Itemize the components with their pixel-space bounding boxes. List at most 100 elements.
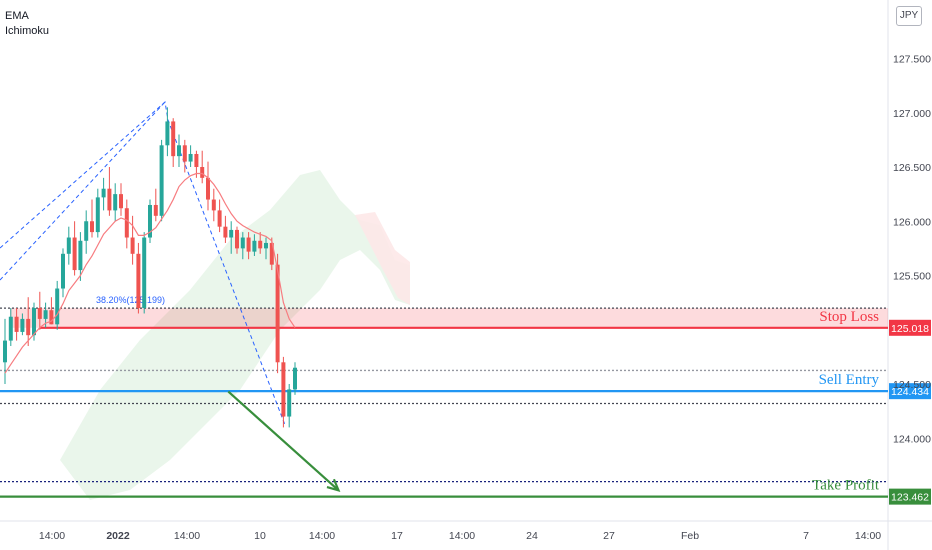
price-tick: 127.500 (893, 54, 931, 66)
level-price-tag (889, 319, 931, 336)
price-tick: 124.000 (893, 433, 931, 445)
candle-body (258, 240, 263, 249)
candle-body (293, 367, 297, 390)
candle-body (171, 121, 176, 157)
candle-body (206, 177, 210, 200)
level-price-tag (889, 383, 931, 400)
cloud-green (60, 170, 410, 500)
candle-body (113, 194, 118, 211)
stop-loss-zone-rect (10, 308, 888, 328)
candle-body (269, 242, 274, 265)
candle-body (188, 153, 193, 162)
level-name: Stop Loss (819, 309, 879, 325)
level-price-text: 123.462 (891, 492, 929, 504)
indicator-ichimoku[interactable]: Ichimoku (5, 25, 50, 37)
candle-body (264, 242, 268, 249)
candle-body (37, 308, 42, 319)
candle-body (107, 188, 112, 211)
candle-body (124, 208, 129, 238)
fib-label: 38.20%(125.199) (96, 295, 165, 305)
time-tick: 17 (391, 530, 403, 542)
time-tick: 27 (603, 530, 615, 542)
candle-body (20, 318, 25, 332)
currency-button[interactable]: JPY (896, 6, 922, 26)
candle-body (281, 362, 286, 417)
time-tick: 14:00 (39, 530, 65, 542)
price-tick: 124.500 (893, 379, 931, 391)
candle-body (66, 237, 71, 254)
candle-body (130, 237, 135, 254)
candle-body (55, 288, 60, 325)
candle-body (61, 253, 65, 289)
candle-body (287, 389, 292, 417)
candle-body (14, 316, 19, 332)
candle-body (49, 310, 54, 325)
time-tick: 24 (526, 530, 538, 542)
candle-body (32, 308, 36, 336)
level-price-text: 124.434 (891, 386, 929, 398)
time-tick: 7 (803, 530, 809, 542)
candle-body (78, 240, 83, 271)
candle-body (84, 221, 89, 241)
fib-swing-line (0, 101, 286, 426)
projection-line (227, 390, 340, 492)
time-tick: Feb (681, 530, 699, 542)
cloud-red (355, 212, 410, 305)
candle-body (8, 316, 13, 341)
level-price-tag (889, 488, 931, 505)
time-tick: 14:00 (449, 530, 475, 542)
stop-loss-zone (10, 308, 888, 328)
candle-body (153, 204, 158, 216)
candle-body (43, 310, 48, 319)
candle-body (148, 204, 152, 238)
candle-body (159, 145, 164, 216)
candle-body (235, 229, 239, 249)
candle-body (223, 226, 228, 238)
level-name: Sell Entry (819, 372, 880, 388)
projection-arrow (227, 390, 341, 493)
candle-body (26, 318, 31, 336)
ema-polyline (4, 172, 296, 374)
candle-body (101, 188, 106, 198)
candle-body (211, 199, 216, 211)
time-tick: 10 (254, 530, 266, 542)
price-tick: 125.500 (893, 271, 931, 283)
candle-body (240, 237, 245, 249)
level-price-text: 125.018 (891, 323, 929, 335)
candle-body (200, 167, 205, 178)
ema-line (4, 172, 296, 374)
price-tick: 126.500 (893, 162, 931, 174)
candle-body (119, 194, 123, 209)
price-axis: 127.500 127.000 126.500 126.000 125.500 124.5… (893, 54, 931, 446)
projection-arrowhead (326, 478, 341, 493)
price-tick: 127.000 (893, 108, 931, 120)
candle-body (182, 145, 187, 162)
time-tick: 14:00 (174, 530, 200, 542)
level-name: Take Profit (812, 478, 880, 494)
trade-levels (0, 326, 888, 498)
dotted-levels (0, 307, 888, 483)
candle-body (275, 264, 280, 363)
candle-body (246, 237, 251, 252)
fibonacci-lines: 38.20%(125.199) (0, 101, 286, 426)
fib-swing-line (0, 101, 166, 281)
candle-body (252, 240, 257, 252)
ichimoku-cloud (60, 170, 410, 500)
candle-body (3, 340, 7, 363)
time-tick: 2022 (106, 530, 130, 542)
time-tick: 14:00 (309, 530, 335, 542)
candle-body (229, 229, 234, 238)
level-labels: Stop Loss 125.018 Sell Entry 124.434 Take Pr… (812, 309, 931, 505)
candle-body (72, 237, 77, 271)
candle-body (136, 253, 141, 309)
candle-body (177, 145, 181, 157)
candle-body (142, 237, 147, 309)
candles (3, 107, 297, 428)
indicator-ema[interactable]: EMA (5, 10, 29, 22)
time-tick: 14:00 (855, 530, 881, 542)
price-tick: 126.000 (893, 216, 931, 228)
candle-body (165, 121, 170, 146)
candle-body (217, 210, 222, 227)
candle-body (194, 153, 199, 167)
